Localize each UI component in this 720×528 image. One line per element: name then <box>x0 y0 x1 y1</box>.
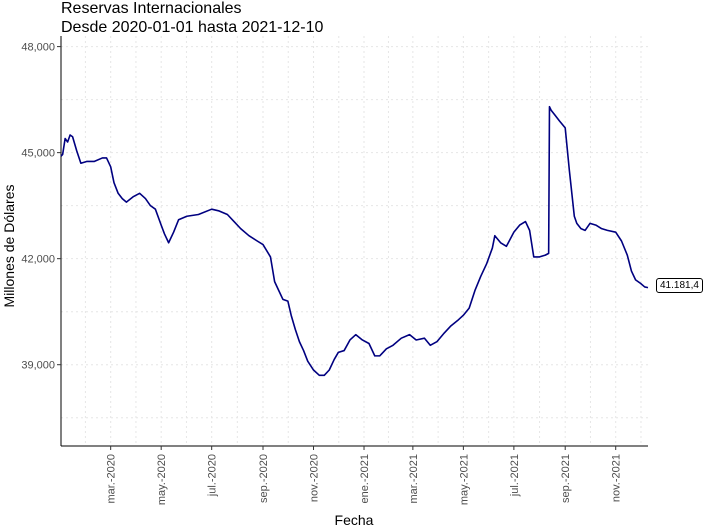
x-tick-label: mar.-2021 <box>408 454 420 504</box>
x-axis-ticks: mar.-2020 may.-2020 jul.-2020 sep.-2020 nov.… <box>106 446 623 505</box>
chart-title: Reservas Internacionales <box>61 0 242 17</box>
y-axis-title: Millones de Dólares <box>1 185 17 308</box>
grid-lines <box>61 36 648 446</box>
x-tick-label: jul.-2020 <box>207 454 219 497</box>
chart-subtitle: Desde 2020-01-01 hasta 2021-12-10 <box>61 19 324 36</box>
reserves-series-line <box>60 105 649 377</box>
x-tick-label: may.-2021 <box>458 454 470 505</box>
x-tick-label: mar.-2020 <box>106 454 118 504</box>
x-tick-label: sep.-2020 <box>258 454 270 503</box>
x-axis-title: Fecha <box>335 512 374 528</box>
y-tick-label: 45,000 <box>21 148 55 160</box>
x-tick-label: nov.-2020 <box>309 454 321 502</box>
y-axis-ticks: 39,000 42,000 45,000 48,000 <box>21 42 61 372</box>
x-tick-label: ene.-2021 <box>359 454 371 504</box>
last-value-label: 41.181,4 <box>656 277 703 293</box>
y-tick-label: 42,000 <box>21 254 55 266</box>
axes <box>60 36 648 447</box>
x-tick-label: jul.-2021 <box>509 454 521 497</box>
x-tick-label: nov.-2021 <box>611 454 623 502</box>
x-tick-label: sep.-2021 <box>560 454 572 503</box>
y-tick-label: 48,000 <box>21 42 55 54</box>
y-tick-label: 39,000 <box>21 360 55 372</box>
x-tick-label: may.-2020 <box>156 454 168 505</box>
